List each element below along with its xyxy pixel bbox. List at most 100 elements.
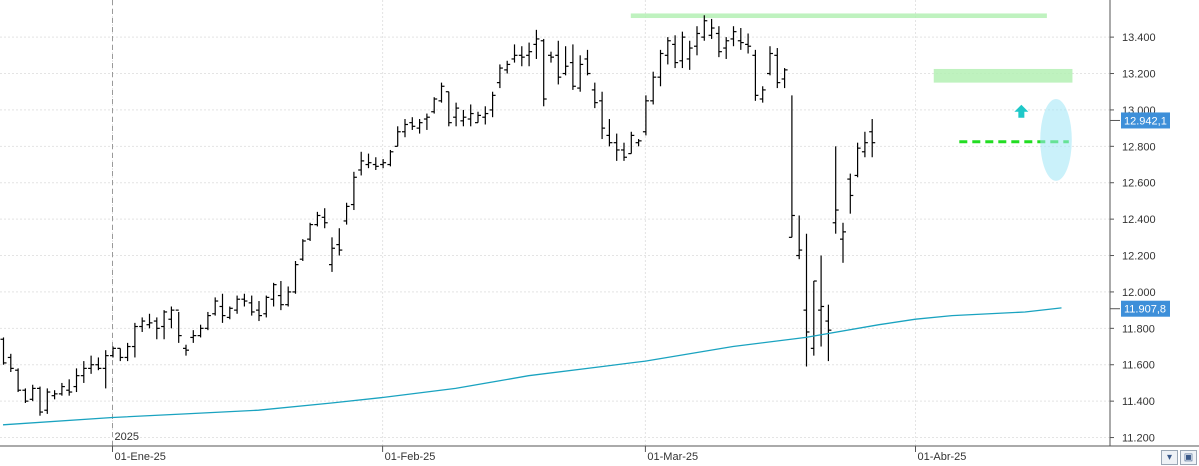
ohlc-bar — [591, 82, 598, 109]
ohlc-bar — [277, 281, 284, 311]
ohlc-bar — [204, 311, 211, 331]
ohlc-bar — [248, 295, 255, 316]
ohlc-bar — [314, 211, 321, 227]
ohlc-bar — [58, 382, 65, 396]
ohlc-bar — [788, 95, 795, 238]
ohlc-bar — [584, 49, 591, 76]
ohlc-bar — [131, 322, 138, 358]
y-tick-label: 12.000 — [1122, 287, 1156, 299]
ohlc-bar — [861, 131, 868, 158]
y-tick-label: 11.800 — [1122, 323, 1155, 335]
ohlc-bar — [161, 310, 168, 340]
ohlc-bars — [0, 15, 876, 416]
save-icon[interactable]: ▣ — [1180, 450, 1197, 465]
price-axis-background — [1110, 0, 1199, 466]
ohlc-bar — [15, 368, 22, 393]
ohlc-bar — [438, 82, 445, 103]
ohlc-bar — [832, 146, 839, 234]
highlight-ellipse-group — [1040, 99, 1072, 181]
ohlc-bar — [307, 222, 314, 241]
ohlc-bar — [621, 142, 627, 161]
ohlc-bar — [569, 44, 576, 90]
ohlc-bar — [730, 26, 737, 47]
x-tick-label: 01-Abr-25 — [918, 451, 967, 463]
ohlc-bar — [0, 337, 7, 365]
ohlc-bar — [409, 117, 416, 130]
up-arrow-icon — [1014, 104, 1029, 118]
ohlc-bar — [44, 388, 51, 414]
ohlc-bar — [496, 64, 503, 89]
ohlc-bar — [869, 119, 876, 158]
ohlc-bar — [803, 233, 810, 367]
ohlc-bar — [73, 368, 80, 393]
ohlc-bar — [380, 159, 387, 169]
ohlc-bar — [358, 151, 365, 176]
x-axis: 01-Ene-25 01-Feb-25 01-Mar-25 01-Abr-25 2025 — [112, 431, 967, 463]
ohlc-bar — [212, 297, 219, 316]
scroll-down-icon[interactable]: ▾ — [1161, 450, 1178, 465]
ohlc-bar — [635, 139, 642, 147]
ohlc-bar — [504, 60, 511, 74]
ohlc-bar — [285, 286, 292, 307]
ohlc-bar — [102, 350, 109, 389]
ohlc-bar — [445, 91, 452, 127]
ohlc-bar — [416, 119, 423, 134]
ohlc-bar — [329, 237, 335, 272]
ohlc-bar — [606, 119, 613, 147]
ohlc-bar — [66, 379, 73, 396]
ohlc-bar — [511, 44, 518, 63]
ohlc-bar — [402, 119, 408, 138]
ohlc-bar — [292, 260, 299, 294]
ohlc-bar — [372, 157, 379, 170]
y-tick-label: 13.200 — [1122, 69, 1156, 81]
ohlc-bar — [686, 40, 693, 70]
y-tick-label: 12.200 — [1122, 251, 1156, 263]
ohlc-bar — [453, 102, 460, 127]
ohlc-bar — [88, 355, 95, 374]
ohlc-bar — [146, 313, 153, 329]
ohlc-bar — [22, 388, 29, 403]
last-price-badge: 12.942,1 — [1110, 112, 1170, 129]
y-tick-label: 13.400 — [1122, 32, 1156, 44]
ohlc-bar — [467, 104, 474, 127]
ohlc-bar — [183, 344, 189, 356]
ohlc-bar — [423, 113, 430, 130]
ohlc-bar — [847, 173, 854, 214]
ohlc-bar — [489, 91, 496, 118]
ohlc-bar — [80, 361, 87, 383]
ohlc-bar — [518, 46, 525, 67]
ohlc-bar — [854, 142, 861, 178]
resistance-zones — [630, 13, 1073, 83]
x-tick-label: 01-Feb-25 — [385, 451, 436, 463]
highlight-ellipse — [1040, 99, 1072, 181]
ohlc-bar — [752, 49, 759, 101]
ohlc-bar — [475, 111, 481, 124]
ohlc-bar — [234, 295, 241, 314]
ohlc-bar — [190, 330, 197, 343]
ohlc-bar — [394, 126, 401, 147]
year-label: 2025 — [115, 431, 139, 443]
y-tick-label: 11.400 — [1122, 396, 1155, 408]
ohlc-bar — [533, 29, 540, 59]
ohlc-bar — [613, 133, 620, 161]
ohlc-bar — [708, 18, 715, 39]
y-tick-label: 12.400 — [1122, 214, 1156, 226]
ohlc-bar — [818, 255, 825, 347]
ohlc-bar — [226, 306, 233, 320]
ohlc-bar — [767, 46, 773, 76]
ohlc-bar — [124, 342, 131, 362]
ohlc-bar — [256, 301, 262, 322]
ohlc-bar — [51, 390, 58, 400]
ohlc-bar — [460, 109, 467, 127]
ohlc-bar — [715, 26, 722, 58]
ohlc-bar — [796, 215, 803, 260]
ohlc-bar — [577, 55, 584, 92]
ohlc-bar — [431, 97, 438, 114]
ohlc-bar — [350, 171, 357, 211]
ohlc-bar — [153, 317, 160, 340]
moving-average — [2, 307, 1062, 426]
ohlc-bar — [343, 202, 350, 225]
ohlc-bar — [840, 222, 846, 263]
ohlc-bar — [781, 68, 788, 89]
